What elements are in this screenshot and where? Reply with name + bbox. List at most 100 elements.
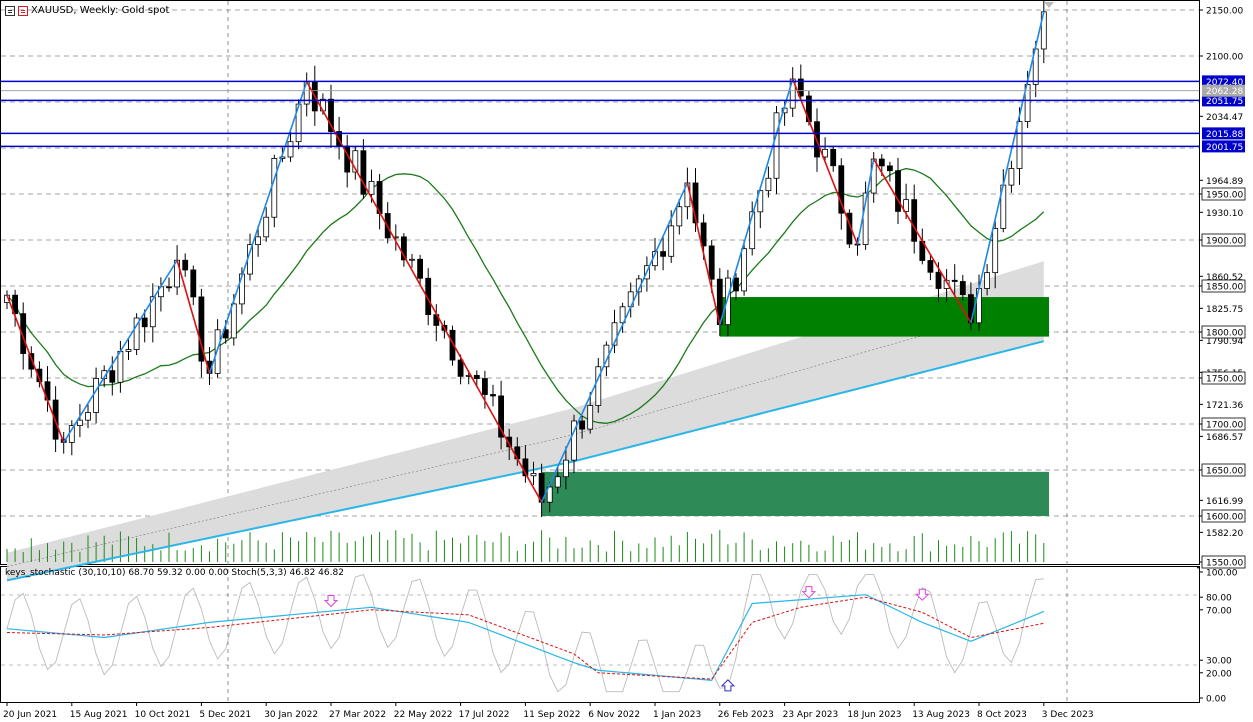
price-label: 1950.00: [1206, 191, 1243, 201]
bull-candle: [1016, 121, 1023, 169]
stoch-scale-label: 100.00: [1206, 569, 1238, 579]
bull-candle: [93, 378, 99, 413]
zigzag-down-leg: [686, 182, 721, 325]
price-label: 1800.00: [1206, 329, 1243, 339]
grid-lines: [1, 1, 1199, 702]
bull-candle: [117, 350, 124, 383]
price-axis: 2150.00 2100.00 2034.47 1964.89 1930.10 1860.…: [1199, 7, 1246, 569]
zigzag-down-leg: [6, 294, 65, 443]
price-label: 1850.00: [1206, 283, 1243, 293]
price-label: 1700.00: [1206, 421, 1243, 431]
bull-candle: [125, 349, 132, 352]
bear-candle: [708, 245, 715, 280]
chart-shift-marker[interactable]: [1044, 2, 1054, 8]
bear-candle: [449, 329, 456, 361]
zigzag-up-leg: [970, 11, 1045, 323]
bear-candle: [700, 222, 707, 247]
indicator-shift-marker: [1196, 566, 1200, 569]
zigzag-down-leg: [176, 260, 211, 374]
bull-candle: [1008, 168, 1015, 186]
bull-candle: [571, 420, 577, 461]
bear-candle: [36, 368, 43, 383]
bull-candle: [676, 206, 683, 227]
bear-candle: [878, 158, 885, 167]
price-label-box: [1201, 325, 1246, 339]
zigzag-up-leg: [208, 81, 308, 374]
level-price-box: [1202, 140, 1245, 153]
level-price-label: 2051.75: [1206, 97, 1243, 107]
bear-candle: [425, 277, 432, 316]
bear-candle: [12, 294, 19, 315]
bull-candle: [409, 258, 415, 261]
stoch-scale-label: 70.00: [1206, 606, 1232, 616]
zigzag-lines: [6, 11, 1045, 503]
bull-candle: [255, 236, 262, 246]
bull-candle: [619, 306, 626, 324]
bear-candle: [198, 296, 205, 362]
bear-candle: [660, 251, 666, 257]
horizontal-levels[interactable]: [1, 80, 1199, 148]
time-label: 30 Jan 2022: [264, 710, 318, 720]
price-label: 1721.36: [1206, 401, 1243, 411]
bull-candle: [546, 486, 553, 503]
bear-candle: [400, 236, 407, 261]
price-label: 1550.00: [1206, 559, 1243, 569]
bull-candle: [595, 366, 602, 406]
buy-arrow-icon: [720, 679, 736, 692]
time-label: 15 Aug 2021: [70, 710, 128, 720]
price-label-box: [1201, 279, 1246, 293]
bear-candle: [830, 148, 837, 167]
bull-candle: [263, 216, 270, 238]
bear-candle: [911, 199, 918, 242]
level-price-label: 2072.40: [1206, 78, 1243, 88]
cloud-band: [7, 261, 1044, 581]
bull-candle: [563, 459, 569, 478]
supply-demand-zones: [541, 297, 1049, 516]
chart-list-icon[interactable]: [18, 5, 28, 16]
time-label: 5 Dec 2021: [199, 710, 251, 720]
level-price-label: 2015.88: [1206, 130, 1243, 140]
bull-candle: [368, 181, 375, 195]
bear-candle: [28, 353, 35, 370]
bull-candle: [725, 277, 731, 326]
main-chart-frame: [0, 0, 1200, 565]
zigzag-up-leg: [719, 78, 794, 325]
bear-candle: [838, 165, 845, 214]
sell-arrow-icon: [801, 586, 817, 599]
demand-zone-upper: [719, 297, 1049, 337]
zigzag-down-leg: [873, 158, 972, 324]
time-axis: 20 Jun 2021 15 Aug 2021 10 Oct 2021 5 Dec 2…: [3, 702, 1094, 720]
bull-candle: [352, 150, 359, 173]
bull-candle: [765, 177, 772, 192]
zigzag-down-leg: [791, 78, 859, 245]
bear-candle: [959, 281, 966, 296]
bear-candle: [457, 359, 464, 377]
bull-candle: [992, 228, 999, 274]
bear-candle: [141, 317, 148, 328]
chart-title: XAUUSD, Weekly: Gold spot: [5, 5, 169, 16]
sell-arrow-icon: [915, 588, 930, 601]
bull-candle: [668, 225, 675, 257]
demand-zone-lower: [541, 471, 1049, 516]
stoch-fast-line: [6, 573, 1044, 693]
indicator-label: keys_stochastic (30,10,10) 68.70 59.32 0…: [5, 568, 344, 578]
bull-candle: [530, 472, 537, 477]
price-label: 1825.75: [1206, 305, 1243, 315]
price-label-box: [1201, 371, 1246, 385]
time-label: 27 Mar 2022: [329, 710, 386, 720]
time-label: 22 May 2022: [394, 710, 453, 720]
bull-candle: [611, 322, 618, 346]
zigzag-down-leg: [306, 81, 543, 503]
time-label: 8 Oct 2023: [977, 710, 1027, 720]
stoch-signal-line: [6, 596, 1044, 680]
price-label: 1930.10: [1206, 209, 1243, 219]
chart-grid-icon[interactable]: [5, 5, 15, 16]
bear-candle: [473, 375, 480, 379]
time-label: 10 Oct 2021: [135, 710, 191, 720]
price-label: 1686.57: [1206, 433, 1243, 443]
price-label-box: [1201, 509, 1246, 523]
level-price-box: [1202, 75, 1245, 88]
time-label: 17 Jul 2022: [459, 710, 510, 720]
